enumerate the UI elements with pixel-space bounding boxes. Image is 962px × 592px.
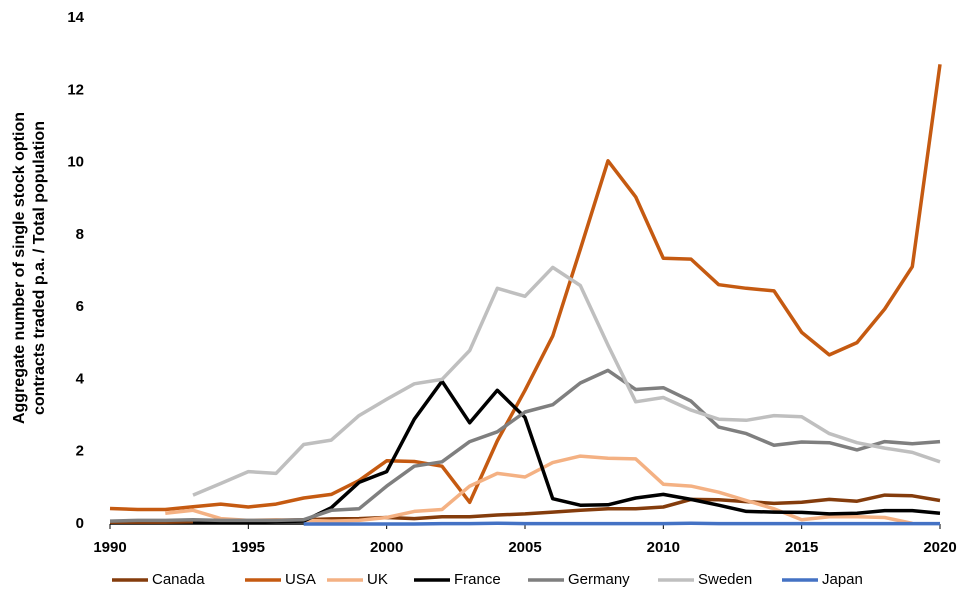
y-axis-label: contracts traded p.a. / Total population [31, 121, 48, 415]
y-axis-label: Aggregate number of single stock option [11, 112, 28, 424]
y-tick-label: 0 [76, 515, 84, 532]
legend-label: Germany [568, 571, 630, 588]
y-tick-label: 8 [76, 226, 84, 243]
x-tick-label: 2020 [923, 539, 956, 556]
series-line [192, 265, 941, 497]
legend-label: France [454, 571, 501, 588]
x-tick-label: 1990 [93, 539, 126, 556]
series-line [303, 521, 940, 526]
legend-label: Canada [152, 571, 205, 588]
legend-label: Japan [822, 571, 863, 588]
y-tick-label: 6 [76, 298, 84, 315]
y-tick-label: 12 [67, 81, 84, 98]
x-tick-label: 1995 [232, 539, 265, 556]
legend-label: Sweden [698, 571, 752, 588]
y-tick-label: 2 [76, 443, 84, 460]
legend-label: UK [367, 571, 388, 588]
y-tick-label: 14 [67, 9, 84, 26]
x-tick-label: 2000 [370, 539, 403, 556]
x-tick-label: 2015 [785, 539, 818, 556]
y-tick-label: 10 [67, 154, 84, 171]
y-tick-label: 4 [76, 370, 85, 387]
x-tick-label: 2005 [508, 539, 541, 556]
legend-label: USA [285, 571, 316, 588]
x-tick-label: 2010 [647, 539, 680, 556]
series-line [109, 368, 941, 523]
series-line [109, 64, 942, 512]
